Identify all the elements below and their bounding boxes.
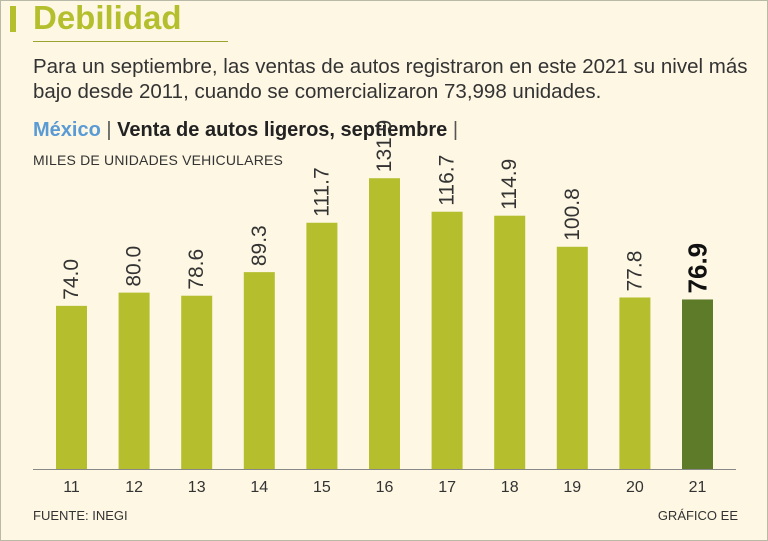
- bar-20: [619, 297, 651, 469]
- data-label-13: 78.6: [185, 249, 208, 290]
- data-label-17: 116.7: [436, 155, 459, 206]
- graphic-credit: GRÁFICO EE: [657, 508, 738, 523]
- data-label-14: 89.3: [248, 225, 271, 266]
- data-label-20: 77.8: [623, 251, 646, 292]
- headline-rule: [33, 41, 228, 42]
- bar-21: [682, 299, 713, 469]
- x-tick-13: 13: [188, 479, 206, 496]
- x-tick-20: 20: [626, 479, 644, 496]
- x-tick-21: 21: [689, 479, 707, 496]
- x-tick-15: 15: [313, 479, 331, 496]
- heading-trailing-separator: |: [452, 119, 459, 141]
- x-tick-18: 18: [501, 479, 519, 496]
- x-tick-11: 11: [63, 479, 80, 496]
- source-note: FUENTE: INEGI: [33, 508, 128, 523]
- bar-12: [118, 292, 150, 469]
- data-label-19: 100.8: [561, 188, 584, 241]
- x-tick-16: 16: [376, 479, 394, 496]
- bar-17: [431, 211, 463, 469]
- bar-14: [243, 272, 275, 469]
- x-tick-19: 19: [563, 479, 581, 496]
- data-label-15: 111.7: [310, 167, 333, 216]
- data-label-11: 74.0: [60, 259, 83, 300]
- heading-separator: |: [106, 119, 112, 141]
- bar-19: [556, 246, 588, 469]
- bar-15: [306, 222, 338, 469]
- x-tick-14: 14: [250, 479, 268, 496]
- bar-16: [369, 178, 400, 469]
- data-label-12: 80.0: [123, 246, 146, 287]
- chart-country: México: [33, 119, 101, 141]
- data-label-21: 76.9: [683, 243, 713, 294]
- unit-label: MILES DE UNIDADES VEHICULARES: [33, 152, 284, 168]
- chart-title: Venta de autos ligeros, septiembre: [117, 119, 448, 141]
- lead-text: Para un septiembre, las ventas de autos …: [33, 55, 748, 103]
- data-label-16: 131.9: [373, 120, 396, 173]
- headline: Debilidad: [33, 0, 182, 36]
- bar-18: [494, 215, 526, 469]
- data-label-18: 114.9: [498, 159, 521, 210]
- bar-13: [181, 295, 213, 469]
- x-tick-17: 17: [438, 479, 456, 496]
- x-tick-12: 12: [125, 479, 143, 496]
- chart-heading: México | Venta de autos ligeros, septiem…: [33, 119, 458, 142]
- headline-accent-bar: [10, 6, 16, 32]
- bar-11: [56, 305, 87, 469]
